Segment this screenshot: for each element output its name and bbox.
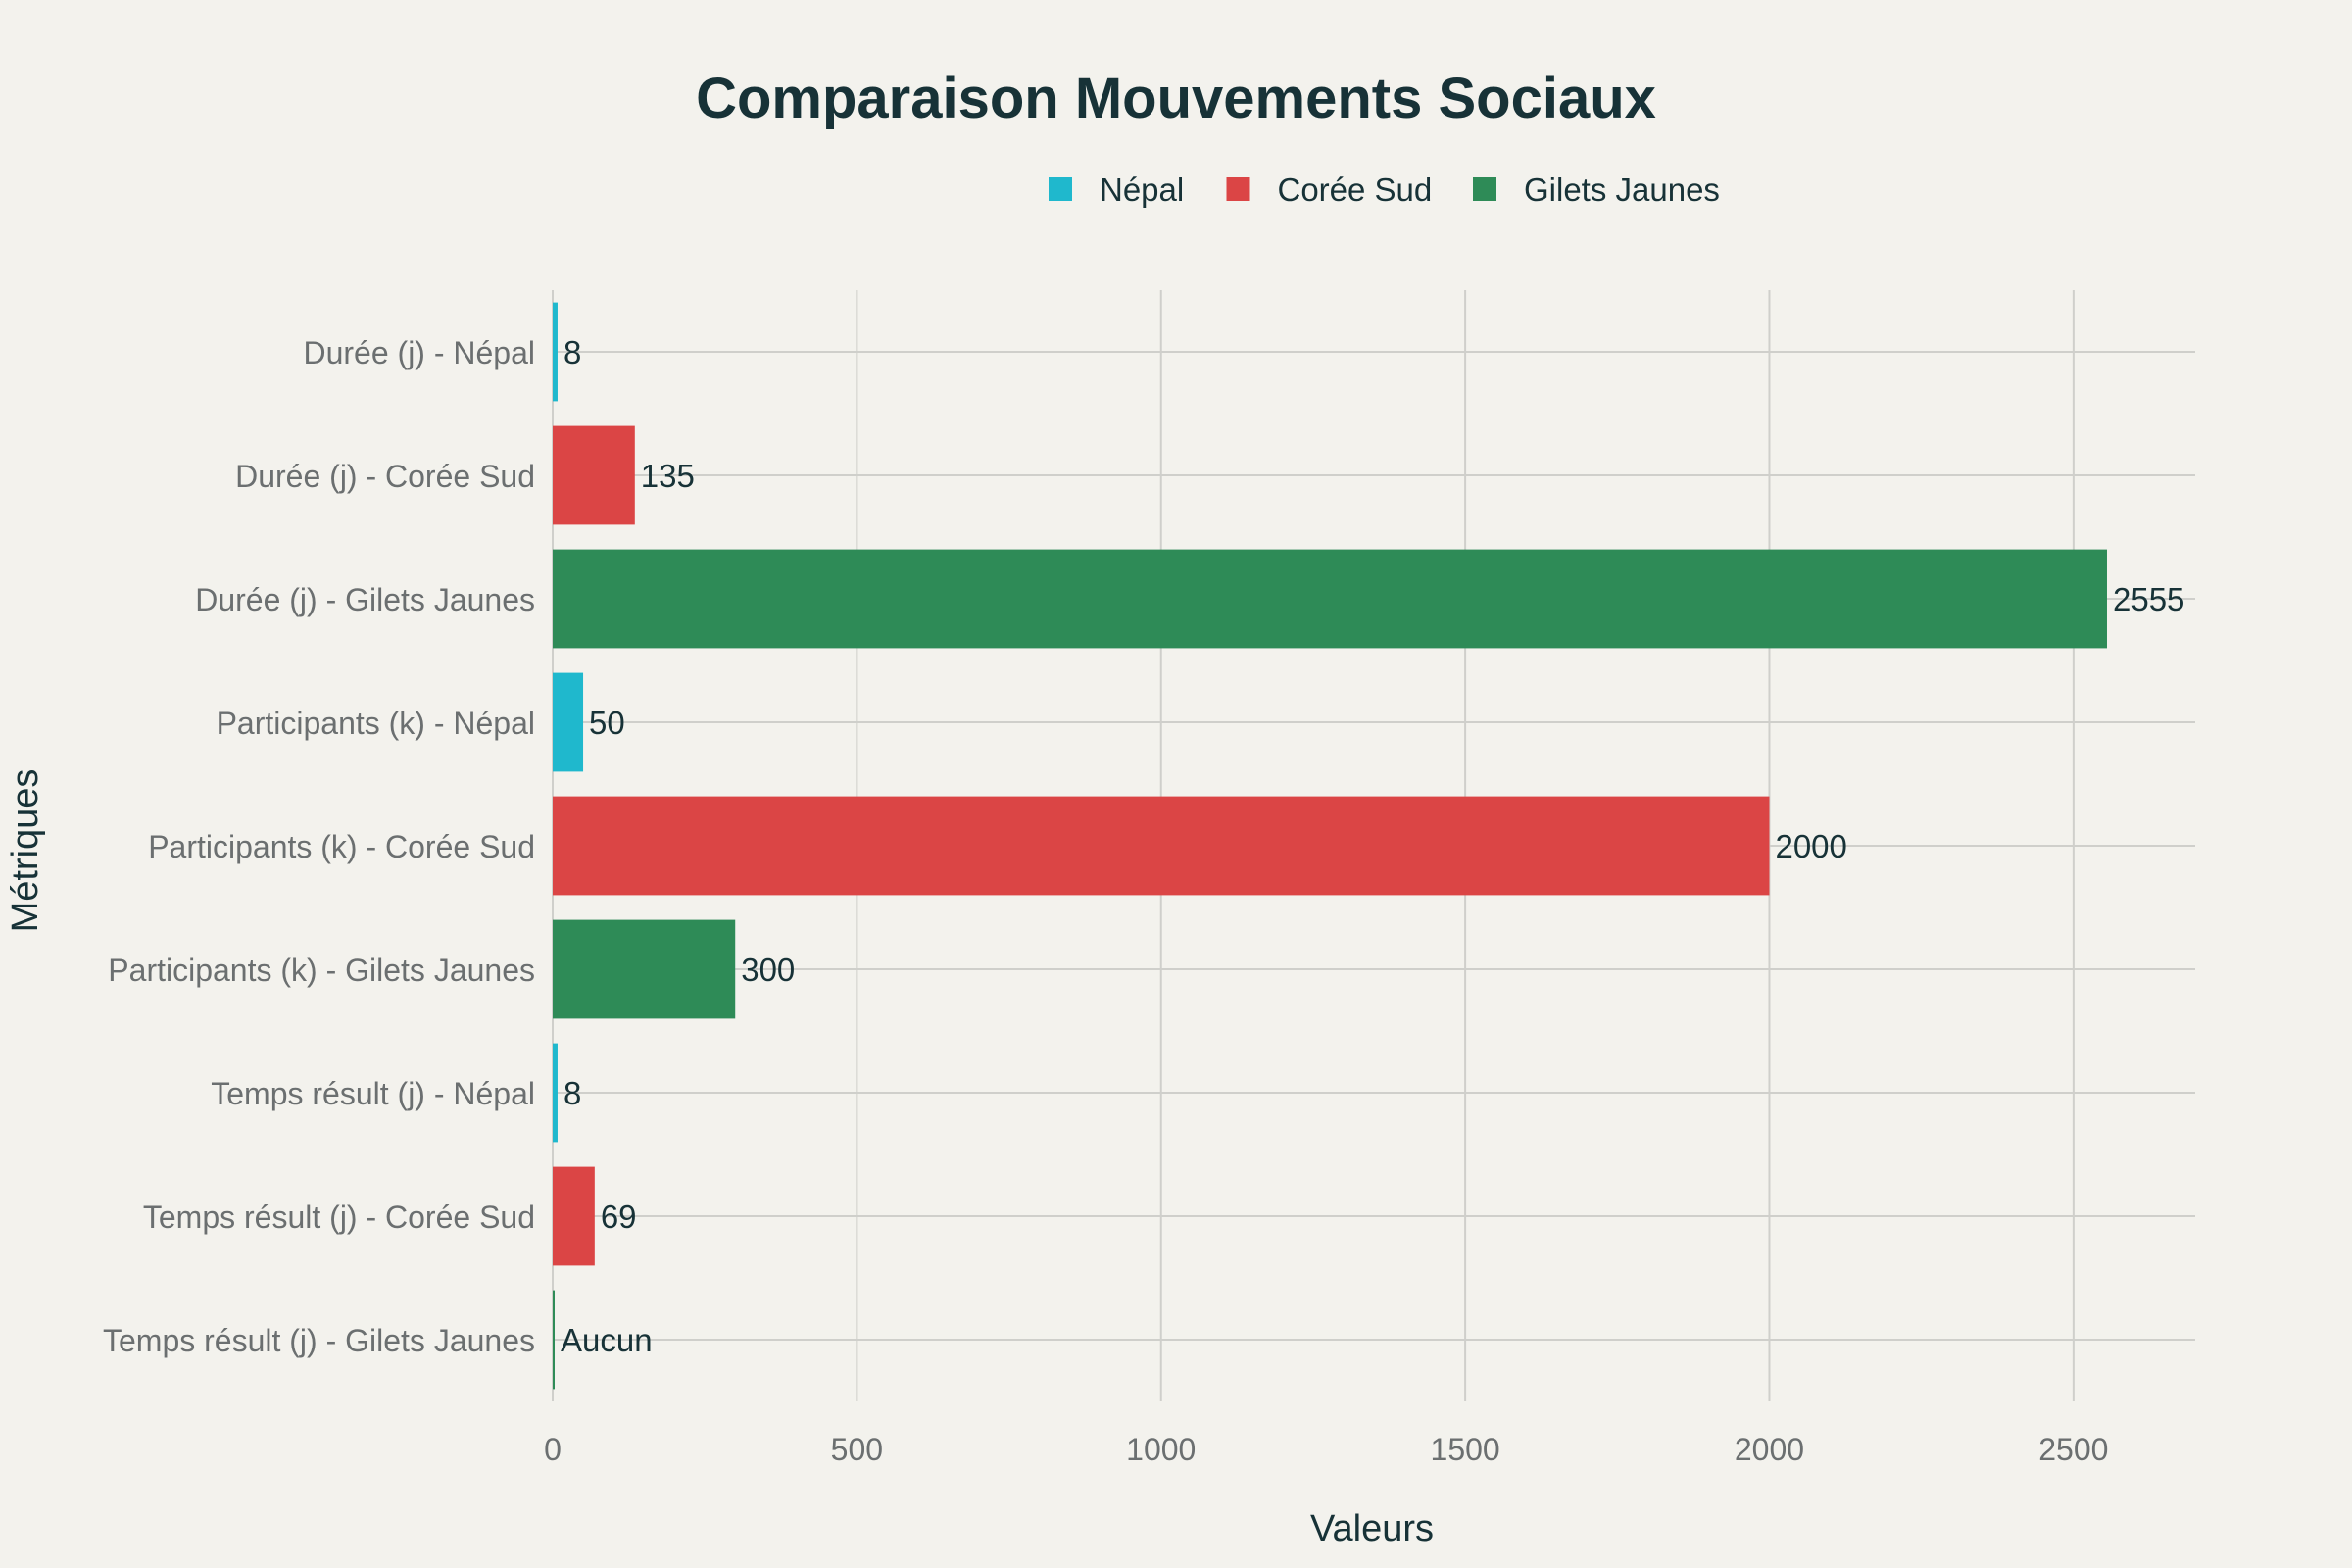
y-axis-ticks: Durée (j) - Népal Durée (j) - Corée Sud Du… (103, 335, 535, 1358)
chart-title: Comparaison Mouvements Sociaux (696, 67, 1656, 130)
bar-value-label-5: 300 (741, 952, 795, 988)
bar-8[interactable] (553, 1290, 555, 1390)
legend-item-0[interactable]: Népal (1049, 172, 1184, 208)
x-tick-label-4: 2000 (1735, 1432, 1804, 1467)
legend-label-1: Corée Sud (1278, 172, 1433, 208)
x-tick-label-5: 2500 (2038, 1432, 2108, 1467)
bar-2[interactable] (553, 549, 2107, 649)
bar-value-label-6: 8 (564, 1075, 581, 1111)
chart-legend: Népal Corée Sud Gilets Jaunes (1049, 172, 1720, 208)
y-tick-label-7: Temps résult (j) - Corée Sud (143, 1200, 535, 1235)
bar-value-label-2: 2555 (2113, 581, 2184, 617)
legend-item-1[interactable]: Corée Sud (1226, 172, 1433, 208)
legend-label-0: Népal (1100, 172, 1184, 208)
bar-labels-group: 8 135 2555 50 2000 300 8 69 Aucun (561, 334, 2184, 1358)
x-axis-ticks: 0 500 1000 1500 2000 2500 (544, 1432, 2108, 1467)
y-tick-label-5: Participants (k) - Gilets Jaunes (108, 953, 535, 988)
legend-label-2: Gilets Jaunes (1524, 172, 1720, 208)
bar-value-label-7: 69 (601, 1199, 637, 1235)
legend-swatch-1 (1226, 177, 1250, 201)
legend-swatch-0 (1049, 177, 1072, 201)
y-tick-label-6: Temps résult (j) - Népal (211, 1076, 535, 1111)
y-axis-title: Métriques (5, 769, 46, 933)
bar-value-label-3: 50 (589, 705, 625, 741)
bar-6[interactable] (553, 1043, 558, 1143)
y-tick-label-3: Participants (k) - Népal (217, 706, 535, 741)
y-tick-label-4: Participants (k) - Corée Sud (148, 829, 535, 864)
bar-3[interactable] (553, 672, 584, 772)
y-tick-label-0: Durée (j) - Népal (303, 335, 535, 370)
bar-value-label-1: 135 (641, 458, 695, 494)
x-tick-label-0: 0 (544, 1432, 562, 1467)
x-tick-label-3: 1500 (1431, 1432, 1500, 1467)
bar-5[interactable] (553, 919, 736, 1019)
legend-swatch-2 (1473, 177, 1496, 201)
y-tick-label-2: Durée (j) - Gilets Jaunes (195, 582, 535, 617)
y-tick-label-1: Durée (j) - Corée Sud (235, 459, 535, 494)
bar-value-label-8: Aucun (561, 1322, 653, 1358)
bar-0[interactable] (553, 302, 558, 402)
y-tick-label-8: Temps résult (j) - Gilets Jaunes (103, 1323, 535, 1358)
x-tick-label-1: 500 (831, 1432, 883, 1467)
bars-group (553, 302, 2107, 1390)
bar-1[interactable] (553, 425, 635, 525)
bar-value-label-0: 8 (564, 334, 581, 370)
bar-4[interactable] (553, 796, 1770, 896)
bar-value-label-4: 2000 (1775, 828, 1846, 864)
x-axis-title: Valeurs (1310, 1508, 1434, 1549)
legend-item-2[interactable]: Gilets Jaunes (1473, 172, 1720, 208)
x-tick-label-2: 1000 (1126, 1432, 1196, 1467)
bar-7[interactable] (553, 1166, 595, 1266)
